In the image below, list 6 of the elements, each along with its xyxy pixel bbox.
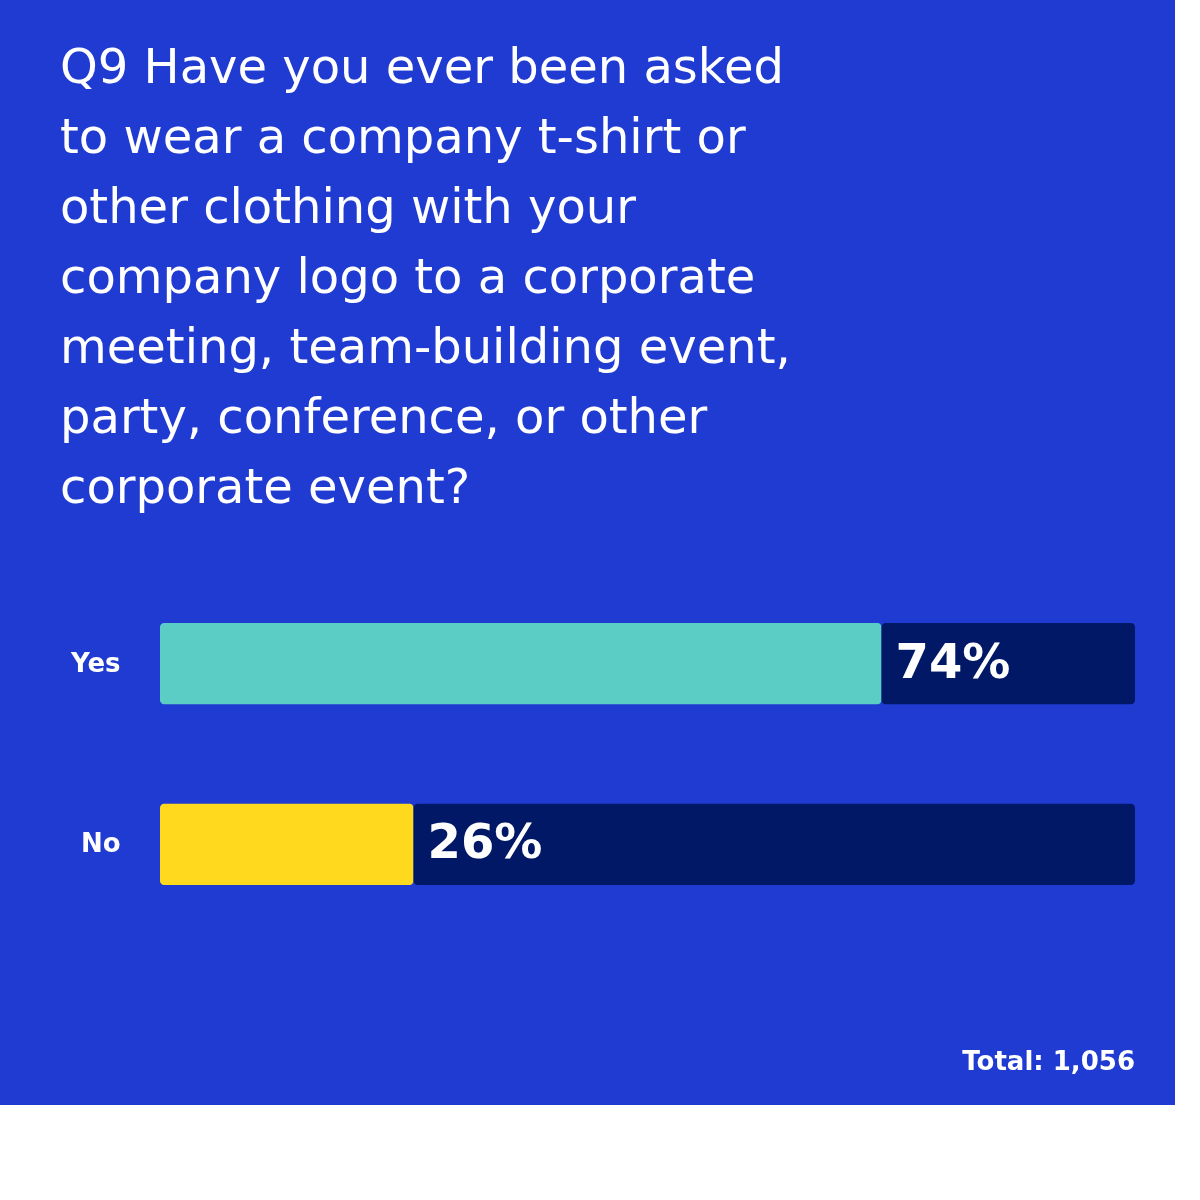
data-label: 26% [427,813,543,870]
y-tick-label: No [80,828,121,859]
chart-title: Q9 Have you ever been asked to wear a company t-shirt or other clothing with your company logo to a corporate meeting, team-building event, party, conference, or other corporate event? [60,38,791,514]
data-label: 74% [895,632,1011,689]
text: Total: 1,056 [962,1046,1135,1076]
y-tick-label: Yes [69,647,121,678]
